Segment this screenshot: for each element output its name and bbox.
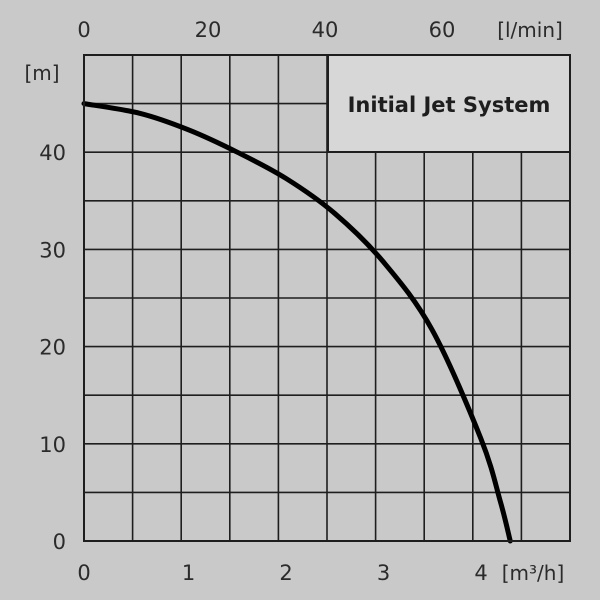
x-tick-label: 3 <box>377 561 390 585</box>
x-tick-label: 2 <box>279 561 292 585</box>
chart-title: Initial Jet System <box>348 93 551 117</box>
top-tick-label: 20 <box>195 18 222 42</box>
top-tick-label: 0 <box>77 18 90 42</box>
x-tick-label: 4 <box>474 561 487 585</box>
x-axis-ticks: 0 1 2 3 4 <box>77 561 487 585</box>
y-tick-label: 40 <box>39 141 66 165</box>
x-axis-label: [m³/h] <box>502 561 565 585</box>
top-axis-ticks: 0 20 40 60 <box>77 18 455 42</box>
y-tick-label: 10 <box>39 433 66 457</box>
pump-curve-line <box>81 101 513 544</box>
y-axis-label: [m] <box>24 61 59 85</box>
top-tick-label: 40 <box>312 18 339 42</box>
top-tick-label: 60 <box>429 18 456 42</box>
title-box: Initial Jet System <box>327 54 571 153</box>
y-tick-label: 30 <box>39 238 66 262</box>
y-tick-label: 20 <box>39 336 66 360</box>
y-axis-ticks: 0 10 20 30 40 <box>39 141 66 554</box>
x-tick-label: 1 <box>182 561 195 585</box>
top-axis-label: [l/min] <box>497 18 563 42</box>
plot-frame <box>83 54 571 542</box>
y-tick-label: 0 <box>53 530 66 554</box>
x-tick-label: 0 <box>77 561 90 585</box>
